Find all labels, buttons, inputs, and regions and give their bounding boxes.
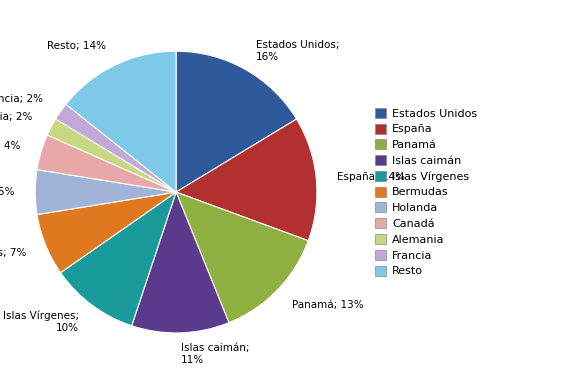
Text: Resto; 14%: Resto; 14% xyxy=(47,41,106,51)
Text: Islas Vírgenes;
10%: Islas Vírgenes; 10% xyxy=(3,311,79,333)
Text: España; 14%: España; 14% xyxy=(337,172,406,181)
Text: Bermudas; 7%: Bermudas; 7% xyxy=(0,248,26,258)
Wedge shape xyxy=(176,51,296,192)
Wedge shape xyxy=(176,192,308,323)
Wedge shape xyxy=(176,119,317,241)
Wedge shape xyxy=(61,192,176,326)
Wedge shape xyxy=(37,192,176,273)
Wedge shape xyxy=(35,170,176,214)
Text: Alemania; 2%: Alemania; 2% xyxy=(0,112,32,122)
Wedge shape xyxy=(47,119,176,192)
Wedge shape xyxy=(37,135,176,192)
Wedge shape xyxy=(66,51,176,192)
Legend: Estados Unidos, España, Panamá, Islas caimán, Islas Vírgenes, Bermudas, Holanda,: Estados Unidos, España, Panamá, Islas ca… xyxy=(375,108,477,276)
Text: Estados Unidos;
16%: Estados Unidos; 16% xyxy=(256,40,339,62)
Text: Islas caimán;
11%: Islas caimán; 11% xyxy=(181,343,250,365)
Text: Canadá ; 4%: Canadá ; 4% xyxy=(0,141,21,151)
Text: Panamá; 13%: Panamá; 13% xyxy=(293,300,364,310)
Wedge shape xyxy=(56,104,176,192)
Text: Francia; 2%: Francia; 2% xyxy=(0,94,43,104)
Text: Holanda; 5%: Holanda; 5% xyxy=(0,187,14,197)
Wedge shape xyxy=(132,192,229,333)
